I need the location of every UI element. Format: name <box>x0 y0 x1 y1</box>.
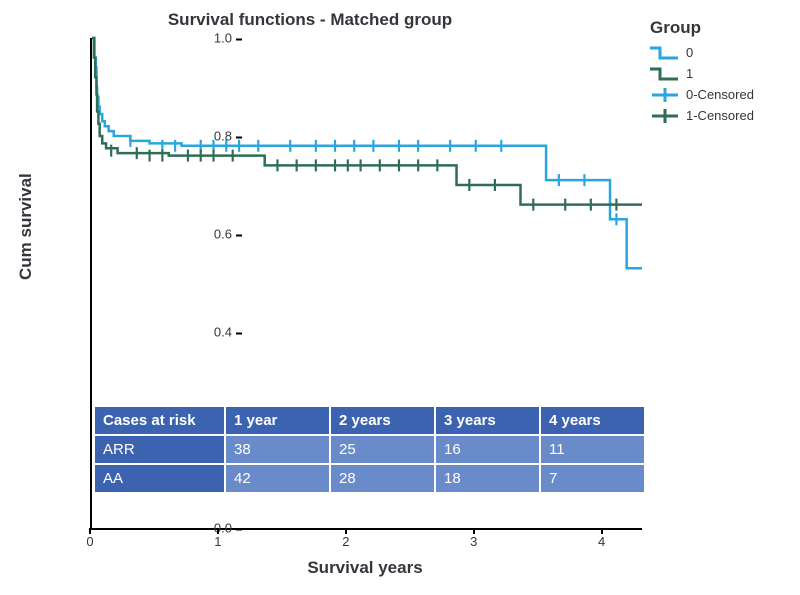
km-chart: Survival functions - Matched group Cum s… <box>10 10 790 585</box>
legend-item: 1-Censored <box>650 105 754 126</box>
risk-table-cell: 18 <box>435 464 540 493</box>
risk-table-header: 2 years <box>330 407 435 435</box>
risk-table-cell: 11 <box>540 435 645 464</box>
risk-table-header: 3 years <box>435 407 540 435</box>
risk-table-header: 4 years <box>540 407 645 435</box>
legend: Group 0 1 0-Censored 1-Censored <box>650 18 754 126</box>
risk-table-row-label: ARR <box>95 435 225 464</box>
risk-table-cell: 38 <box>225 435 330 464</box>
chart-title: Survival functions - Matched group <box>10 10 610 30</box>
x-tick: 2 <box>342 534 349 549</box>
cases-at-risk-table: Cases at risk1 year2 years3 years4 years… <box>95 407 646 494</box>
y-tick: 1.0 <box>214 31 232 46</box>
y-axis-label: Cum survival <box>16 173 36 280</box>
y-tick: 0.6 <box>214 227 232 242</box>
risk-table-cell: 42 <box>225 464 330 493</box>
x-tick: 1 <box>214 534 221 549</box>
legend-label: 1 <box>686 66 693 81</box>
x-tick: 3 <box>470 534 477 549</box>
legend-item: 0-Censored <box>650 84 754 105</box>
risk-table-row-label: AA <box>95 464 225 493</box>
legend-label: 0 <box>686 45 693 60</box>
risk-table-cell: 28 <box>330 464 435 493</box>
legend-label: 1-Censored <box>686 108 754 123</box>
legend-title: Group <box>650 18 754 38</box>
x-tick: 0 <box>86 534 93 549</box>
legend-label: 0-Censored <box>686 87 754 102</box>
risk-table-header: 1 year <box>225 407 330 435</box>
y-tick: 0.4 <box>214 325 232 340</box>
risk-table-cell: 7 <box>540 464 645 493</box>
y-tick: 0.8 <box>214 129 232 144</box>
risk-table-cell: 25 <box>330 435 435 464</box>
x-axis-label: Survival years <box>90 558 640 578</box>
x-tick: 4 <box>598 534 605 549</box>
risk-table-cell: 16 <box>435 435 540 464</box>
survival-curve-group0 <box>92 38 642 268</box>
risk-table-header: Cases at risk <box>95 407 225 435</box>
legend-item: 0 <box>650 42 754 63</box>
legend-item: 1 <box>650 63 754 84</box>
